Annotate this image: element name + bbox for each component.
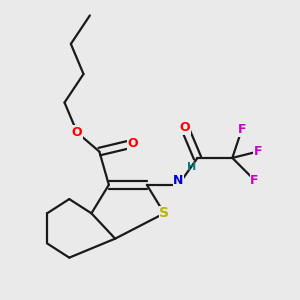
Text: F: F — [238, 123, 246, 136]
Text: H: H — [187, 162, 196, 172]
Text: F: F — [250, 174, 259, 187]
Text: O: O — [72, 126, 83, 139]
Text: S: S — [159, 206, 169, 220]
Text: N: N — [173, 174, 184, 187]
Text: O: O — [179, 121, 190, 134]
Text: F: F — [254, 145, 262, 158]
Text: O: O — [127, 137, 138, 150]
